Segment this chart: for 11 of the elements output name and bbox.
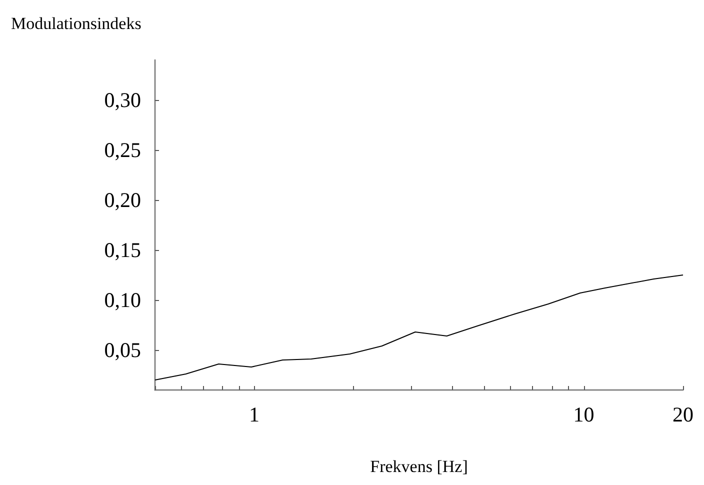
y-tick-label: 0,05 [104, 338, 141, 362]
x-tick-label: 20 [672, 402, 694, 426]
y-tick-label: 0,10 [104, 288, 141, 312]
y-tick-label: 0,20 [104, 188, 141, 212]
y-tick-label: 0,25 [104, 138, 141, 162]
x-axis-title: Frekvens [Hz] [370, 457, 468, 476]
x-tick-label: 10 [573, 402, 594, 426]
y-tick-label: 0,15 [104, 238, 141, 262]
x-tick-label: 1 [248, 402, 260, 426]
y-axis-title: Modulationsindeks [11, 14, 142, 33]
y-tick-label: 0,30 [104, 88, 141, 112]
